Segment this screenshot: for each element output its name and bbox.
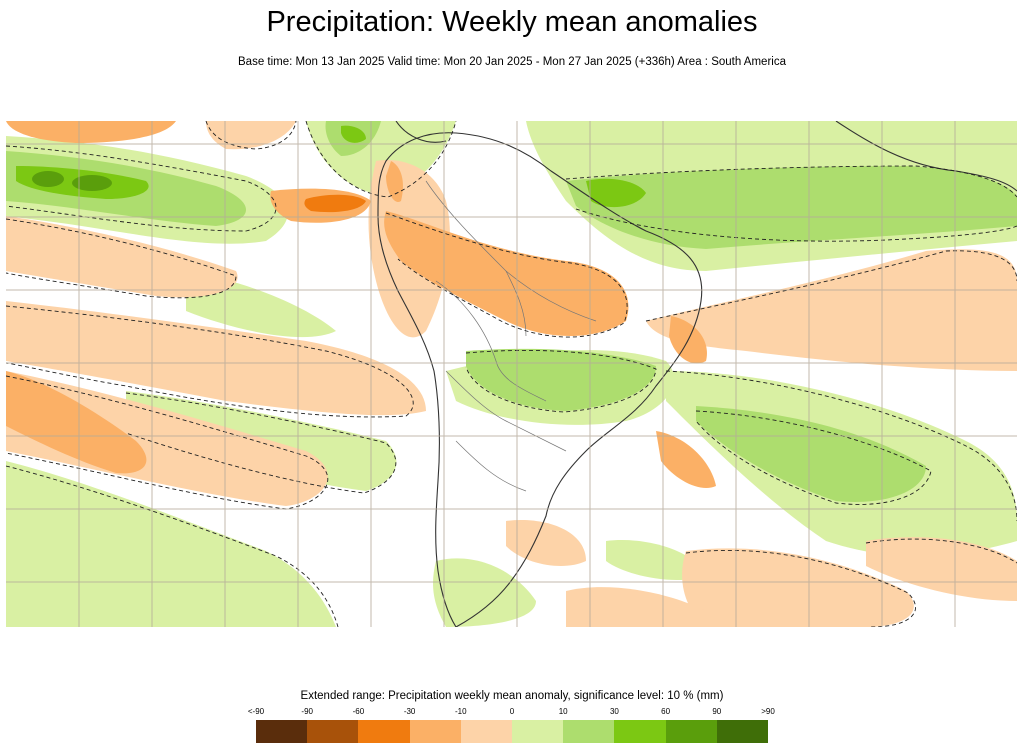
- dry-light-areas: [6, 121, 1017, 627]
- legend-swatch: [716, 720, 769, 743]
- legend-swatch: [358, 720, 410, 743]
- legend-swatch: [460, 720, 513, 743]
- legend-swatch: [512, 720, 564, 743]
- legend-swatch: [307, 720, 359, 743]
- legend-tick: 60: [661, 707, 671, 716]
- legend-color-bar: [256, 720, 769, 743]
- legend-tick: 30: [609, 707, 619, 716]
- dry-mid-areas: [6, 121, 716, 489]
- legend-ticks: <-90 -90 -60 -30 -10 0 10 30 60 90 >90: [248, 707, 775, 719]
- legend-swatch: [614, 720, 666, 743]
- legend-swatch: [563, 720, 615, 743]
- lat-lon-grid: [6, 121, 1017, 627]
- legend-tick: 90: [712, 707, 722, 716]
- legend-tick: -30: [403, 707, 416, 716]
- dry-strong-areas: [304, 194, 366, 213]
- significance-contours: [6, 121, 1017, 627]
- map-title: Precipitation: Weekly mean anomalies: [266, 6, 758, 38]
- legend-tick: >90: [761, 707, 775, 716]
- legend-tick: -10: [455, 707, 467, 716]
- precipitation-anomaly-map: [6, 121, 1017, 627]
- continent-outlines: [377, 121, 1017, 627]
- legend-tick: 10: [558, 707, 568, 716]
- legend-tick: <-90: [247, 707, 265, 716]
- legend-tick: -90: [301, 707, 313, 716]
- wet-very-areas: [32, 171, 112, 191]
- legend-tick: -60: [352, 707, 365, 716]
- map-subtitle: Base time: Mon 13 Jan 2025 Valid time: M…: [238, 56, 786, 68]
- legend-title: Extended range: Precipitation weekly mea…: [300, 690, 724, 702]
- legend-swatch: [665, 720, 717, 743]
- legend-swatch: [409, 720, 461, 743]
- legend-swatch: [256, 720, 308, 743]
- legend-tick: 0: [509, 707, 515, 716]
